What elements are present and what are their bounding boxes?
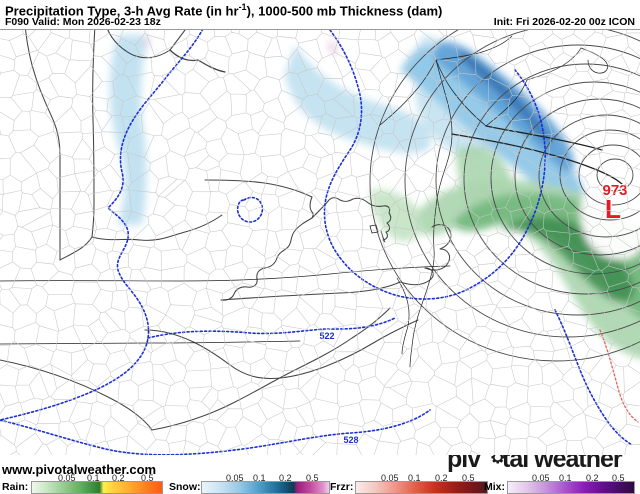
svg-text:528: 528 (343, 435, 358, 445)
svg-text:L: L (605, 194, 621, 224)
